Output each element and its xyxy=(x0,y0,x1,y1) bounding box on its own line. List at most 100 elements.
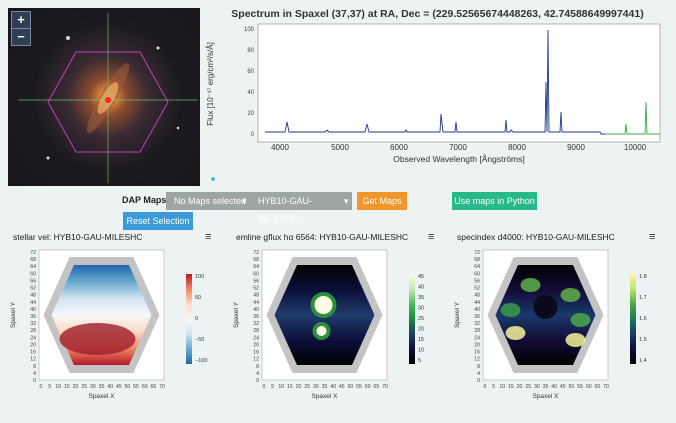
map-xtick: 0 xyxy=(40,384,43,390)
spectrum-xtick: 4000 xyxy=(271,143,289,152)
map-xtick: 5 xyxy=(271,384,274,390)
chevron-down-icon: ▾ xyxy=(242,196,247,206)
use-maps-python-button[interactable]: Use maps in Python xyxy=(452,192,537,210)
colorbar xyxy=(409,274,415,364)
map-ylabel: Spaxel Y xyxy=(10,301,17,328)
spectrum-xlabel: Observed Wavelength [Ångströms] xyxy=(393,154,525,164)
colorbar-tick: 40 xyxy=(418,285,424,291)
map-ytick: 72 xyxy=(474,250,480,256)
map-xtick: 45 xyxy=(339,384,345,390)
dap-maps-dropdown[interactable]: No Maps selected ▾ HYB10-GAU-MILESHC ▾ xyxy=(166,192,352,224)
map-title: stellar vel: HYB10-GAU-MILESHC xyxy=(13,232,143,242)
map-ytick: 16 xyxy=(30,350,36,356)
map-xtick: 25 xyxy=(525,384,531,390)
spectrum-ytick: 100 xyxy=(244,27,255,33)
map-ytick: 60 xyxy=(474,271,480,277)
map-ytick: 12 xyxy=(474,357,480,363)
zoom-out-button[interactable]: − xyxy=(11,28,31,46)
resize-handle[interactable] xyxy=(211,177,215,181)
spectrum-xtick: 5000 xyxy=(331,143,349,152)
map-ytick: 52 xyxy=(30,286,36,292)
map-ytick: 20 xyxy=(253,342,259,348)
reset-selection-button[interactable]: Reset Selection xyxy=(123,212,193,230)
map-xtick: 65 xyxy=(373,384,379,390)
map-ytick: 48 xyxy=(30,293,36,299)
colorbar-tick: 30 xyxy=(418,306,424,312)
colorbar-tick: 25 xyxy=(418,316,424,322)
colorbar-tick: −100 xyxy=(195,358,207,364)
map-xtick: 30 xyxy=(534,384,540,390)
menu-icon[interactable]: ≡ xyxy=(428,231,435,243)
map-ytick: 16 xyxy=(253,350,259,356)
colorbar-tick: 50 xyxy=(195,295,201,301)
map-xtick: 10 xyxy=(55,384,61,390)
map-xlabel: Spaxel X xyxy=(532,393,559,400)
spectrum-title: Spectrum in Spaxel (37,37) at RA, Dec = … xyxy=(231,8,644,20)
map-ytick: 0 xyxy=(33,378,36,384)
map-ytick: 56 xyxy=(474,278,480,284)
map-xtick: 35 xyxy=(543,384,549,390)
map-ylabel: Spaxel Y xyxy=(454,301,461,328)
galaxy-overlay xyxy=(18,13,198,183)
map-ytick: 44 xyxy=(253,300,259,306)
map-ytick: 56 xyxy=(253,278,259,284)
colorbar-tick: 15 xyxy=(418,337,424,343)
map-ytick: 72 xyxy=(253,250,259,256)
map-ytick: 64 xyxy=(30,264,36,270)
map-ytick: 32 xyxy=(30,321,36,327)
map-xtick: 35 xyxy=(99,384,105,390)
map-xtick: 10 xyxy=(278,384,284,390)
map-xtick: 5 xyxy=(492,384,495,390)
map-ytick: 60 xyxy=(30,271,36,277)
map-ytick: 0 xyxy=(256,378,259,384)
spectrum-ytick: 0 xyxy=(251,132,255,138)
map-xtick: 20 xyxy=(517,384,523,390)
map-xtick: 10 xyxy=(499,384,505,390)
map-ytick: 8 xyxy=(256,364,259,370)
colorbar-tick: 10 xyxy=(418,348,424,354)
menu-icon[interactable]: ≡ xyxy=(649,231,656,243)
map-xtick: 65 xyxy=(150,384,156,390)
colorbar-tick: 1.6 xyxy=(639,316,647,322)
map-ytick: 4 xyxy=(33,371,36,377)
map-ytick: 20 xyxy=(30,342,36,348)
map-xtick: 0 xyxy=(484,384,487,390)
map-ytick: 20 xyxy=(474,342,480,348)
map-ytick: 48 xyxy=(253,293,259,299)
spectrum-line-blue xyxy=(265,29,605,135)
map-ytick: 36 xyxy=(253,314,259,320)
map-ytick: 68 xyxy=(474,257,480,263)
spectrum-chart[interactable]: 100 80 60 40 20 0 4000 5000 6000 7000 8000 9000 100… xyxy=(205,22,670,167)
map-xtick: 20 xyxy=(73,384,79,390)
maps-selected-text: No Maps selected xyxy=(174,196,247,206)
spectrum-ytick: 40 xyxy=(247,90,254,96)
map-xtick: 50 xyxy=(348,384,354,390)
colorbar-tick: 100 xyxy=(195,274,204,280)
map-xlabel: Spaxel X xyxy=(88,393,115,400)
map-xtick: 40 xyxy=(551,384,557,390)
colorbar-tick: 1.8 xyxy=(639,274,647,280)
zoom-in-button[interactable]: + xyxy=(11,11,31,29)
map-xtick: 45 xyxy=(116,384,122,390)
map-ytick: 68 xyxy=(30,257,36,263)
map-ytick: 44 xyxy=(30,300,36,306)
map-ytick: 72 xyxy=(30,250,36,256)
map-ytick: 4 xyxy=(477,371,480,377)
spectrum-xtick: 9000 xyxy=(567,143,585,152)
colorbar-tick: 35 xyxy=(418,295,424,301)
map-ytick: 48 xyxy=(474,293,480,299)
map-xtick: 55 xyxy=(133,384,139,390)
map-ytick: 0 xyxy=(477,378,480,384)
get-maps-button[interactable]: Get Maps xyxy=(357,192,407,210)
menu-icon[interactable]: ≡ xyxy=(205,231,212,243)
colorbar-tick: 1.5 xyxy=(639,337,647,343)
map-xtick: 15 xyxy=(287,384,293,390)
map-ytick: 28 xyxy=(474,328,480,334)
map-xtick: 0 xyxy=(263,384,266,390)
colorbar xyxy=(630,274,636,364)
galaxy-image[interactable]: + − xyxy=(8,8,200,186)
colorbar-tick: −50 xyxy=(195,337,204,343)
